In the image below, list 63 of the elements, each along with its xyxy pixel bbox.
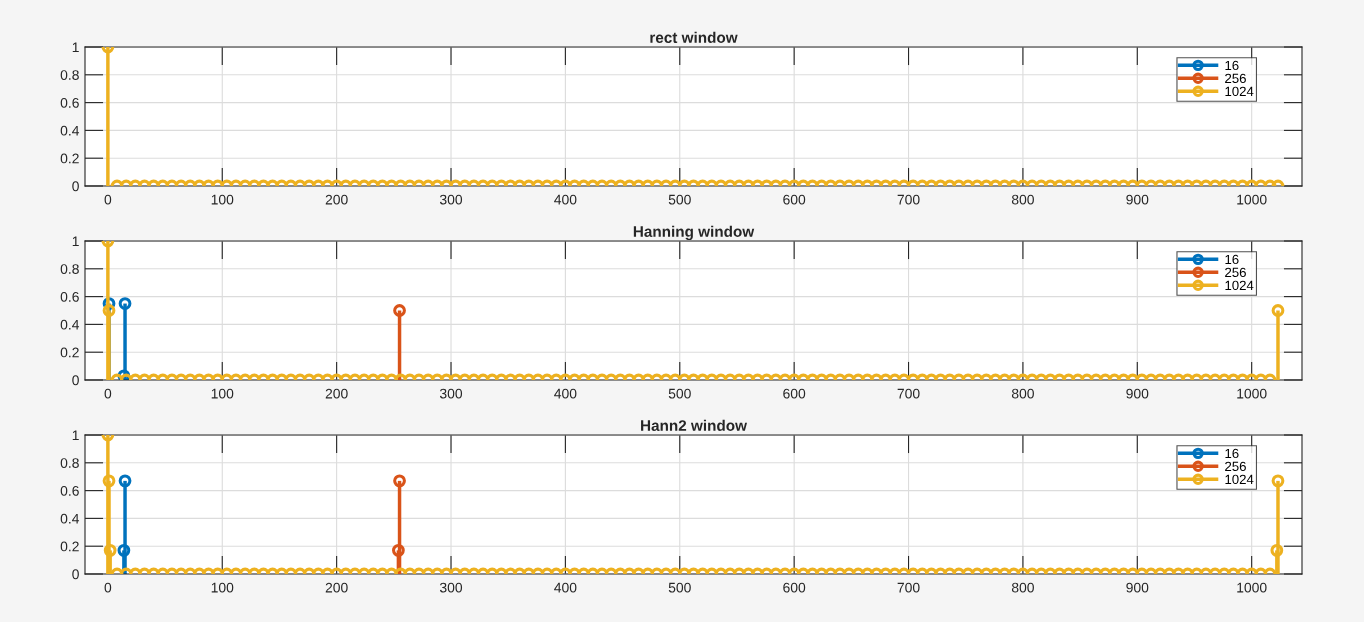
y-tick-label: 1: [72, 236, 79, 247]
y-tick-label: 0: [72, 569, 79, 580]
y-tick-label: 1: [72, 430, 79, 441]
x-tick-label: 600: [783, 194, 806, 205]
x-tick-label: 800: [1011, 388, 1034, 399]
y-tick-label: 0.4: [60, 319, 80, 330]
legend-label: 1024: [1225, 280, 1254, 291]
y-tick-label: 1: [72, 42, 79, 53]
x-tick-label: 900: [1126, 194, 1149, 205]
x-tick-label: 900: [1126, 582, 1149, 593]
x-tick-label: 0: [104, 582, 112, 593]
x-tick-label: 700: [897, 582, 920, 593]
y-tick-label: 0.6: [60, 485, 79, 496]
legend-label: 1024: [1225, 474, 1254, 485]
y-tick-label: 0.8: [60, 458, 79, 468]
y-tick-label: 0.8: [60, 264, 79, 274]
x-tick-label: 600: [783, 582, 806, 593]
x-tick-label: 700: [897, 388, 920, 399]
legend-label: 16: [1225, 60, 1239, 71]
legend-label: 256: [1225, 267, 1246, 278]
y-tick-label: 0.2: [60, 347, 79, 358]
chart-title: rect window: [650, 31, 738, 43]
x-tick-label: 200: [325, 582, 348, 593]
y-tick-label: 0.4: [60, 513, 80, 524]
x-tick-label: 400: [554, 388, 577, 399]
y-tick-label: 0.4: [60, 125, 80, 136]
y-tick-label: 0.6: [60, 97, 79, 108]
x-tick-label: 200: [325, 388, 348, 399]
x-tick-label: 100: [211, 388, 234, 399]
x-tick-label: 100: [211, 582, 234, 593]
x-tick-label: 400: [554, 194, 577, 205]
legend-label: 256: [1225, 461, 1246, 472]
x-tick-label: 0: [104, 388, 112, 399]
legend-label: 16: [1225, 254, 1239, 265]
x-tick-label: 1000: [1237, 194, 1267, 205]
legend-label: 16: [1225, 448, 1239, 459]
y-tick-label: 0.2: [60, 541, 79, 552]
y-tick-label: 0.6: [60, 291, 79, 302]
x-tick-label: 400: [554, 582, 577, 593]
x-tick-label: 500: [668, 388, 691, 399]
legend-label: 256: [1225, 73, 1246, 84]
legend-label: 1024: [1225, 86, 1254, 97]
chart-title: Hann2 window: [641, 419, 748, 431]
x-tick-label: 0: [104, 194, 112, 205]
x-tick-label: 300: [439, 388, 463, 399]
x-tick-label: 500: [668, 194, 691, 205]
x-tick-label: 700: [897, 194, 920, 205]
y-tick-label: 0: [72, 181, 79, 192]
y-tick-label: 0: [72, 375, 79, 386]
x-tick-label: 1000: [1237, 388, 1267, 399]
x-tick-label: 200: [325, 194, 348, 205]
x-tick-label: 900: [1126, 388, 1149, 399]
x-tick-label: 800: [1011, 582, 1034, 593]
x-tick-label: 100: [211, 194, 234, 205]
chart-title: Hanning window: [633, 225, 755, 241]
x-tick-label: 300: [439, 582, 463, 593]
x-tick-label: 1000: [1237, 582, 1267, 593]
x-tick-label: 800: [1011, 194, 1034, 205]
y-tick-label: 0.2: [60, 153, 79, 164]
x-tick-label: 600: [783, 388, 806, 399]
x-tick-label: 300: [439, 194, 463, 205]
x-tick-label: 500: [668, 582, 691, 593]
y-tick-label: 0.8: [60, 70, 79, 80]
